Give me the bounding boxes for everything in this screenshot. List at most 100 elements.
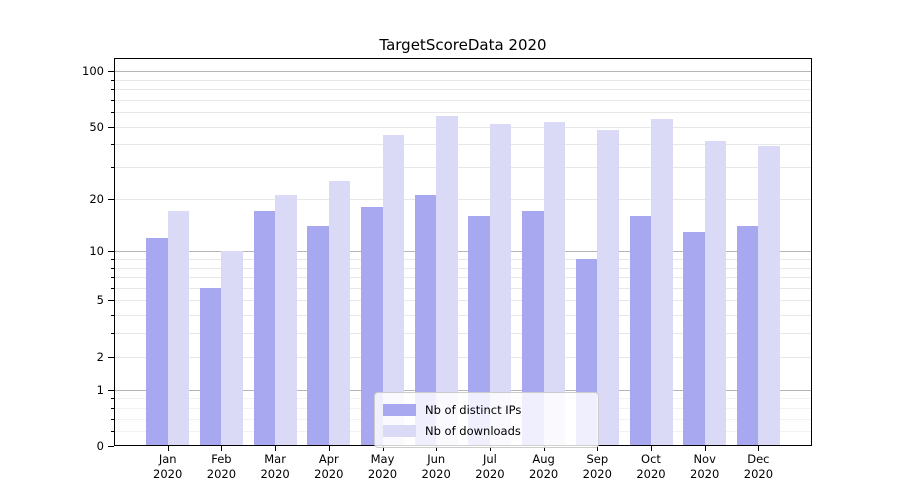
bar-downloads [167,211,190,446]
bar-distinct-ips [199,287,222,446]
bar-downloads [382,135,404,446]
y-minor-tick-mark [111,99,114,101]
y-minor-tick-mark [111,112,114,114]
y-tick-mark [108,389,114,391]
legend-swatch-downloads-icon [383,424,416,437]
y-tick-label: 1 [96,382,104,397]
x-tick-label-year: 2020 [636,467,666,481]
y-minor-tick-mark [111,333,114,335]
x-tick-label: Sep 2020 [570,452,624,482]
x-tick-label-year: 2020 [421,467,451,481]
y-minor-gridline [114,112,812,114]
x-tick-label: Apr 2020 [302,452,356,482]
x-tick-label-year: 2020 [153,467,183,481]
y-minor-tick-mark [111,167,114,169]
x-tick-label: Jun 2020 [409,452,463,482]
bar-distinct-ips [414,194,437,446]
bar-distinct-ips [146,237,168,446]
y-minor-gridline [114,99,812,101]
y-tick-label: 2 [96,349,104,364]
bar-downloads [275,194,297,446]
y-major-gridline [114,71,812,73]
y-tick-mark [108,126,114,128]
bar-distinct-ips [522,211,544,446]
bar-distinct-ips [736,226,759,446]
bar-downloads [543,122,566,446]
y-minor-tick-mark [111,144,114,146]
y-minor-tick-mark [111,315,114,317]
x-tick-label: Oct 2020 [624,452,678,482]
x-tick-mark [167,446,169,451]
bar-downloads [597,129,619,446]
x-tick-label-year: 2020 [582,467,612,481]
x-tick-mark [758,446,760,451]
y-minor-tick-mark [111,277,114,279]
bar-downloads [328,181,351,446]
bar-distinct-ips [361,206,383,446]
y-tick-mark [108,356,114,358]
x-tick-label-year: 2020 [528,467,559,481]
bar-downloads [704,140,727,446]
y-minor-gridline [114,89,812,91]
x-tick-label: Nov 2020 [678,452,732,482]
y-minor-tick-mark [111,407,114,409]
x-tick-mark [489,446,491,451]
bar-distinct-ips [629,215,651,446]
x-tick-label: Jul 2020 [463,452,517,482]
bar-downloads [436,116,458,446]
bar-downloads [489,123,512,446]
y-minor-gridline [114,300,812,302]
y-tick-mark [108,251,114,253]
y-minor-gridline [114,287,812,289]
x-tick-label: Jan 2020 [141,452,195,482]
y-minor-gridline [114,79,812,81]
y-minor-gridline [114,167,812,169]
x-tick-mark [275,446,277,451]
bar-distinct-ips [307,226,329,446]
y-tick-label: 100 [82,64,104,79]
x-tick-mark [543,446,545,451]
x-tick-label-year: 2020 [206,467,237,481]
x-tick-mark [597,446,599,451]
y-tick-label: 50 [89,119,104,134]
legend: Nb of distinct IPs Nb of downloads [374,392,599,448]
bar-distinct-ips [253,211,276,446]
x-tick-mark [382,446,384,451]
y-major-gridline [114,251,812,253]
x-tick-label-year: 2020 [260,467,290,481]
y-major-gridline [114,389,812,391]
bar-distinct-ips [683,231,705,446]
y-minor-tick-mark [111,259,114,260]
x-tick-label-year: 2020 [314,467,344,481]
y-minor-tick-mark [111,418,114,420]
bar-downloads [221,251,243,446]
x-tick-label-year: 2020 [367,467,398,481]
x-tick-mark [704,446,706,451]
y-minor-gridline [114,144,812,146]
y-minor-gridline [114,333,812,335]
y-tick-label: 5 [96,293,104,308]
x-tick-label: Mar 2020 [248,452,302,482]
y-minor-tick-mark [111,79,114,81]
y-tick-mark [108,198,114,200]
bar-distinct-ips [468,215,490,446]
y-minor-gridline [114,315,812,317]
y-minor-gridline [114,198,812,200]
y-minor-tick-mark [111,89,114,91]
x-tick-mark [651,446,652,451]
y-minor-tick-mark [111,431,114,433]
y-tick-label: 10 [89,244,104,259]
chart-title: TargetScoreData 2020 [379,36,547,54]
x-tick-mark [328,446,330,451]
y-minor-gridline [114,259,812,260]
legend-item-downloads: Nb of downloads [383,420,588,441]
x-tick-label: Dec 2020 [731,452,785,482]
legend-label-downloads: Nb of downloads [425,423,521,438]
y-minor-tick-mark [111,398,114,400]
y-tick-mark [108,300,114,302]
x-tick-label: May 2020 [356,452,410,482]
y-minor-gridline [114,267,812,269]
y-tick-label: 20 [89,191,104,206]
bar-downloads [651,119,673,446]
